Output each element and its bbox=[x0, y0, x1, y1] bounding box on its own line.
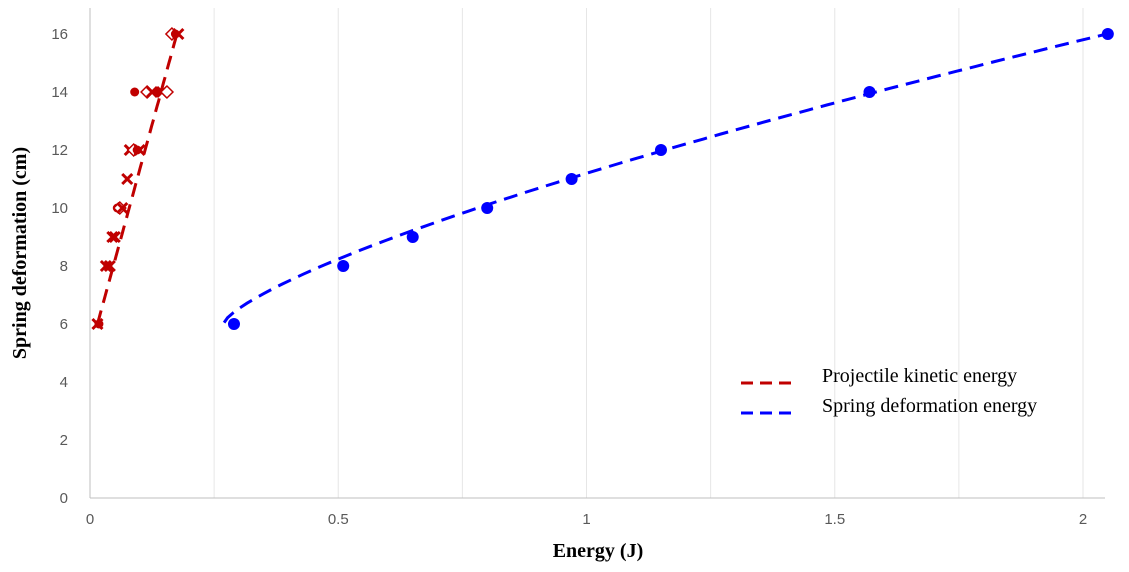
data-point-spring bbox=[406, 231, 419, 243]
y-tick-label: 4 bbox=[60, 374, 68, 391]
data-point-projectile bbox=[172, 27, 185, 41]
axes bbox=[89, 8, 1105, 499]
legend-label-spring: Spring deformation energy bbox=[822, 395, 1037, 417]
data-point-projectile bbox=[106, 230, 119, 244]
x-tick-label: 2 bbox=[1079, 511, 1087, 528]
y-tick-label: 10 bbox=[51, 200, 68, 217]
legend-label-projectile: Projectile kinetic energy bbox=[822, 365, 1017, 387]
x-tick-labels: 0 0.5 1 1.5 2 bbox=[86, 511, 1087, 528]
data-point-projectile bbox=[130, 87, 140, 97]
trend-line-spring bbox=[222, 31, 1114, 324]
x-axis-title: Energy (J) bbox=[553, 540, 644, 562]
data-point-projectile bbox=[121, 172, 134, 186]
data-point-projectile bbox=[133, 143, 146, 157]
data-point-spring bbox=[654, 144, 667, 156]
data-points bbox=[91, 26, 1114, 331]
y-axis-title: Spring deformation (cm) bbox=[9, 147, 31, 359]
y-tick-label: 14 bbox=[51, 84, 68, 101]
data-point-projectile bbox=[108, 230, 121, 244]
legend: Projectile kinetic energy Spring deforma… bbox=[741, 365, 1037, 417]
data-point-spring bbox=[227, 318, 240, 330]
data-point-projectile bbox=[103, 259, 116, 273]
legend-item-spring: Spring deformation energy bbox=[741, 395, 1037, 417]
gridlines bbox=[213, 8, 1084, 498]
y-tick-label: 16 bbox=[51, 26, 68, 43]
trend-lines bbox=[95, 31, 1114, 325]
y-tick-label: 2 bbox=[60, 432, 68, 449]
trend-line-projectile bbox=[95, 33, 179, 325]
x-tick-label: 1.5 bbox=[824, 511, 845, 528]
data-point-projectile bbox=[94, 319, 104, 329]
y-tick-label: 6 bbox=[60, 316, 68, 333]
data-point-spring bbox=[337, 260, 350, 272]
data-point-spring bbox=[481, 202, 494, 214]
data-point-spring bbox=[863, 86, 876, 98]
data-point-projectile bbox=[159, 84, 175, 100]
x-tick-label: 1 bbox=[582, 511, 590, 528]
x-tick-label: 0 bbox=[86, 511, 94, 528]
data-point-spring bbox=[1101, 28, 1114, 40]
y-tick-labels: 0 2 4 6 8 10 12 14 16 bbox=[51, 26, 68, 507]
y-tick-label: 12 bbox=[51, 142, 68, 159]
legend-item-projectile: Projectile kinetic energy bbox=[741, 365, 1017, 387]
y-tick-label: 0 bbox=[60, 490, 68, 507]
x-tick-label: 0.5 bbox=[328, 511, 349, 528]
y-tick-label: 8 bbox=[60, 258, 68, 275]
data-point-projectile bbox=[116, 201, 129, 215]
data-point-spring bbox=[565, 173, 578, 185]
